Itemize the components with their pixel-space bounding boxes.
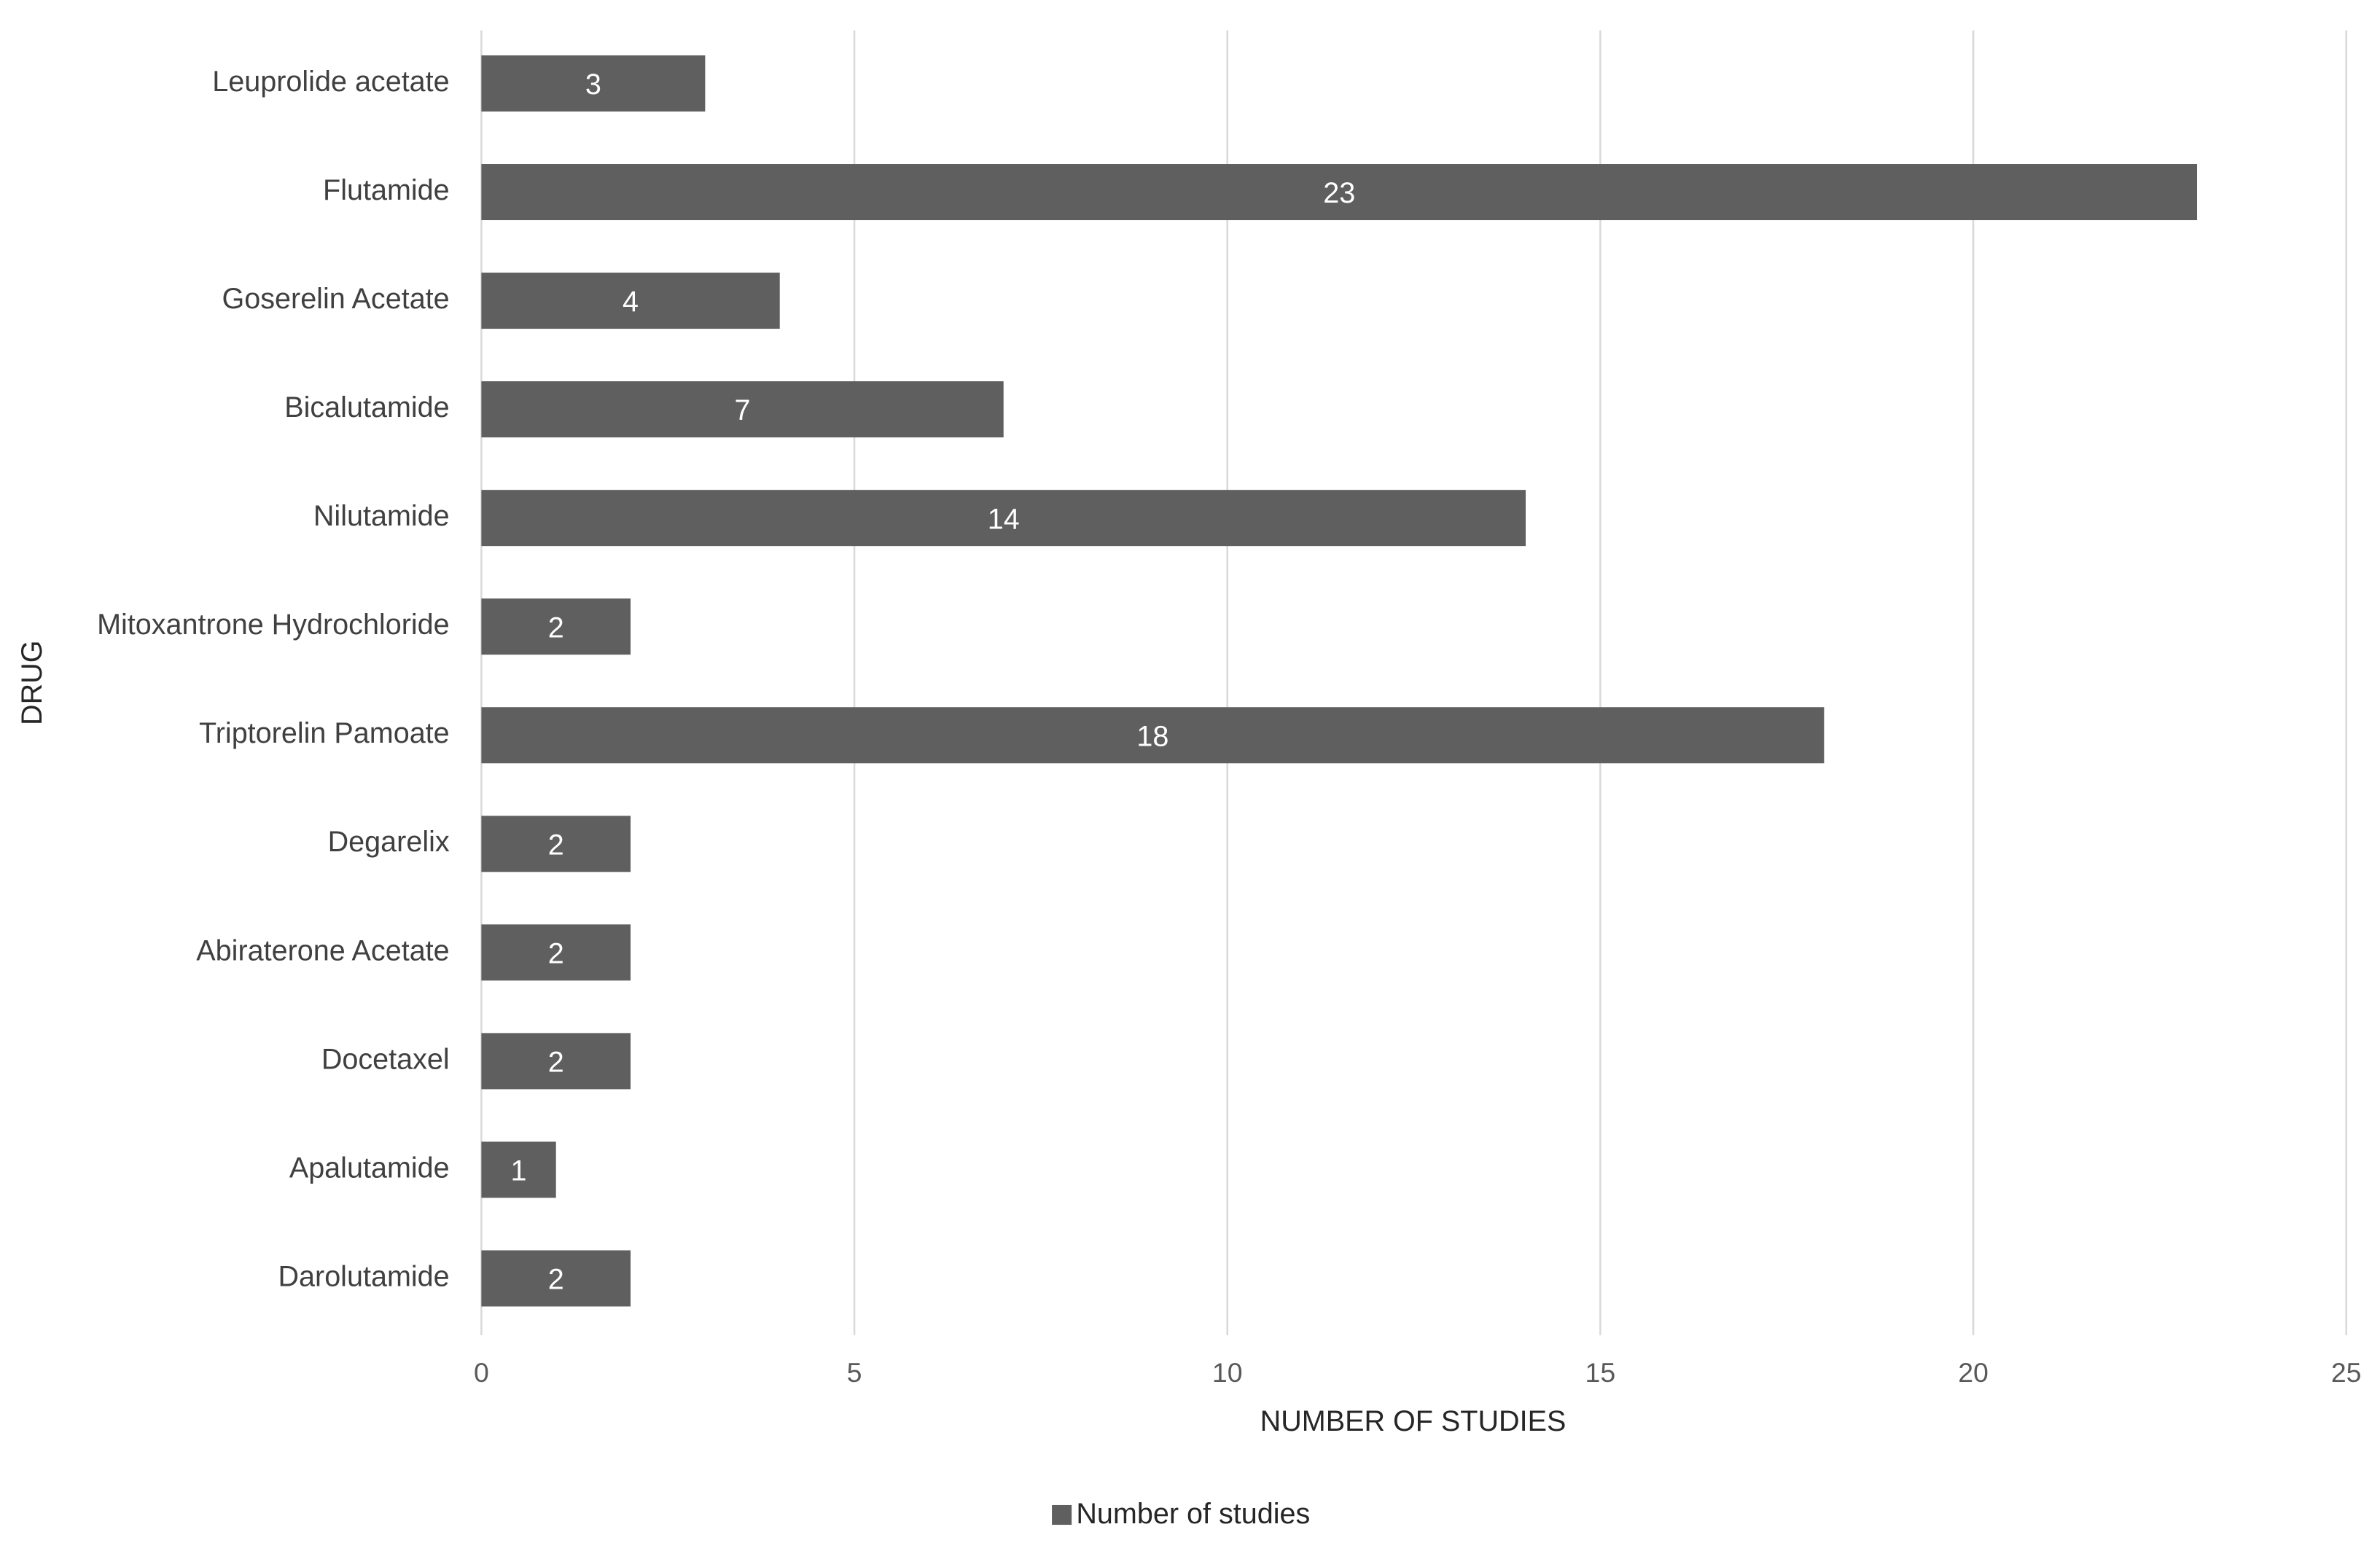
bar xyxy=(481,1033,631,1090)
x-tick-label: 5 xyxy=(847,1357,862,1388)
data-label: 7 xyxy=(735,394,751,426)
bar xyxy=(481,273,780,329)
data-label: 2 xyxy=(548,937,564,969)
bar xyxy=(481,598,631,655)
y-tick-label: Flutamide xyxy=(323,174,450,206)
x-tick-label: 10 xyxy=(1212,1357,1243,1388)
data-label: 2 xyxy=(548,829,564,861)
y-tick-label: Docetaxel xyxy=(321,1043,450,1075)
bar xyxy=(481,1141,556,1198)
legend-swatch xyxy=(1052,1504,1072,1526)
bar xyxy=(481,816,631,872)
y-tick-label: Mitoxantrone Hydrochloride xyxy=(97,609,450,641)
y-tick-label: Leuprolide acetate xyxy=(212,66,449,98)
y-axis-title: DRUG xyxy=(16,640,48,724)
bar xyxy=(481,490,1526,547)
bar xyxy=(481,1250,631,1307)
data-label: 2 xyxy=(548,1264,564,1296)
bar xyxy=(481,381,1004,438)
data-label: 2 xyxy=(548,612,564,644)
y-tick-label: Nilutamide xyxy=(313,500,450,532)
x-tick-label: 25 xyxy=(2331,1357,2362,1388)
x-tick-label: 20 xyxy=(1958,1357,1989,1388)
legend-label: Number of studies xyxy=(1076,1498,1310,1530)
x-tick-label: 15 xyxy=(1585,1357,1616,1388)
data-label: 3 xyxy=(585,69,601,101)
x-tick-label: 0 xyxy=(474,1357,489,1388)
bar xyxy=(481,924,631,981)
data-label: 2 xyxy=(548,1046,564,1078)
data-label: 4 xyxy=(623,286,639,318)
data-label: 1 xyxy=(511,1155,527,1187)
x-axis-title: NUMBER OF STUDIES xyxy=(1260,1405,1566,1437)
y-tick-label: Triptorelin Pamoate xyxy=(199,717,450,749)
y-tick-label: Abiraterone Acetate xyxy=(196,934,449,966)
y-tick-label: Goserelin Acetate xyxy=(222,283,450,315)
bar xyxy=(481,55,706,112)
y-tick-label: Bicalutamide xyxy=(284,391,449,423)
y-tick-label: Degarelix xyxy=(328,826,450,858)
y-tick-label: Darolutamide xyxy=(278,1260,449,1292)
data-label: 18 xyxy=(1136,720,1168,752)
bar xyxy=(481,164,2198,221)
bar xyxy=(481,707,1825,764)
data-label: 23 xyxy=(1323,177,1355,209)
y-tick-label: Apalutamide xyxy=(289,1152,450,1184)
data-label: 14 xyxy=(988,503,1020,535)
